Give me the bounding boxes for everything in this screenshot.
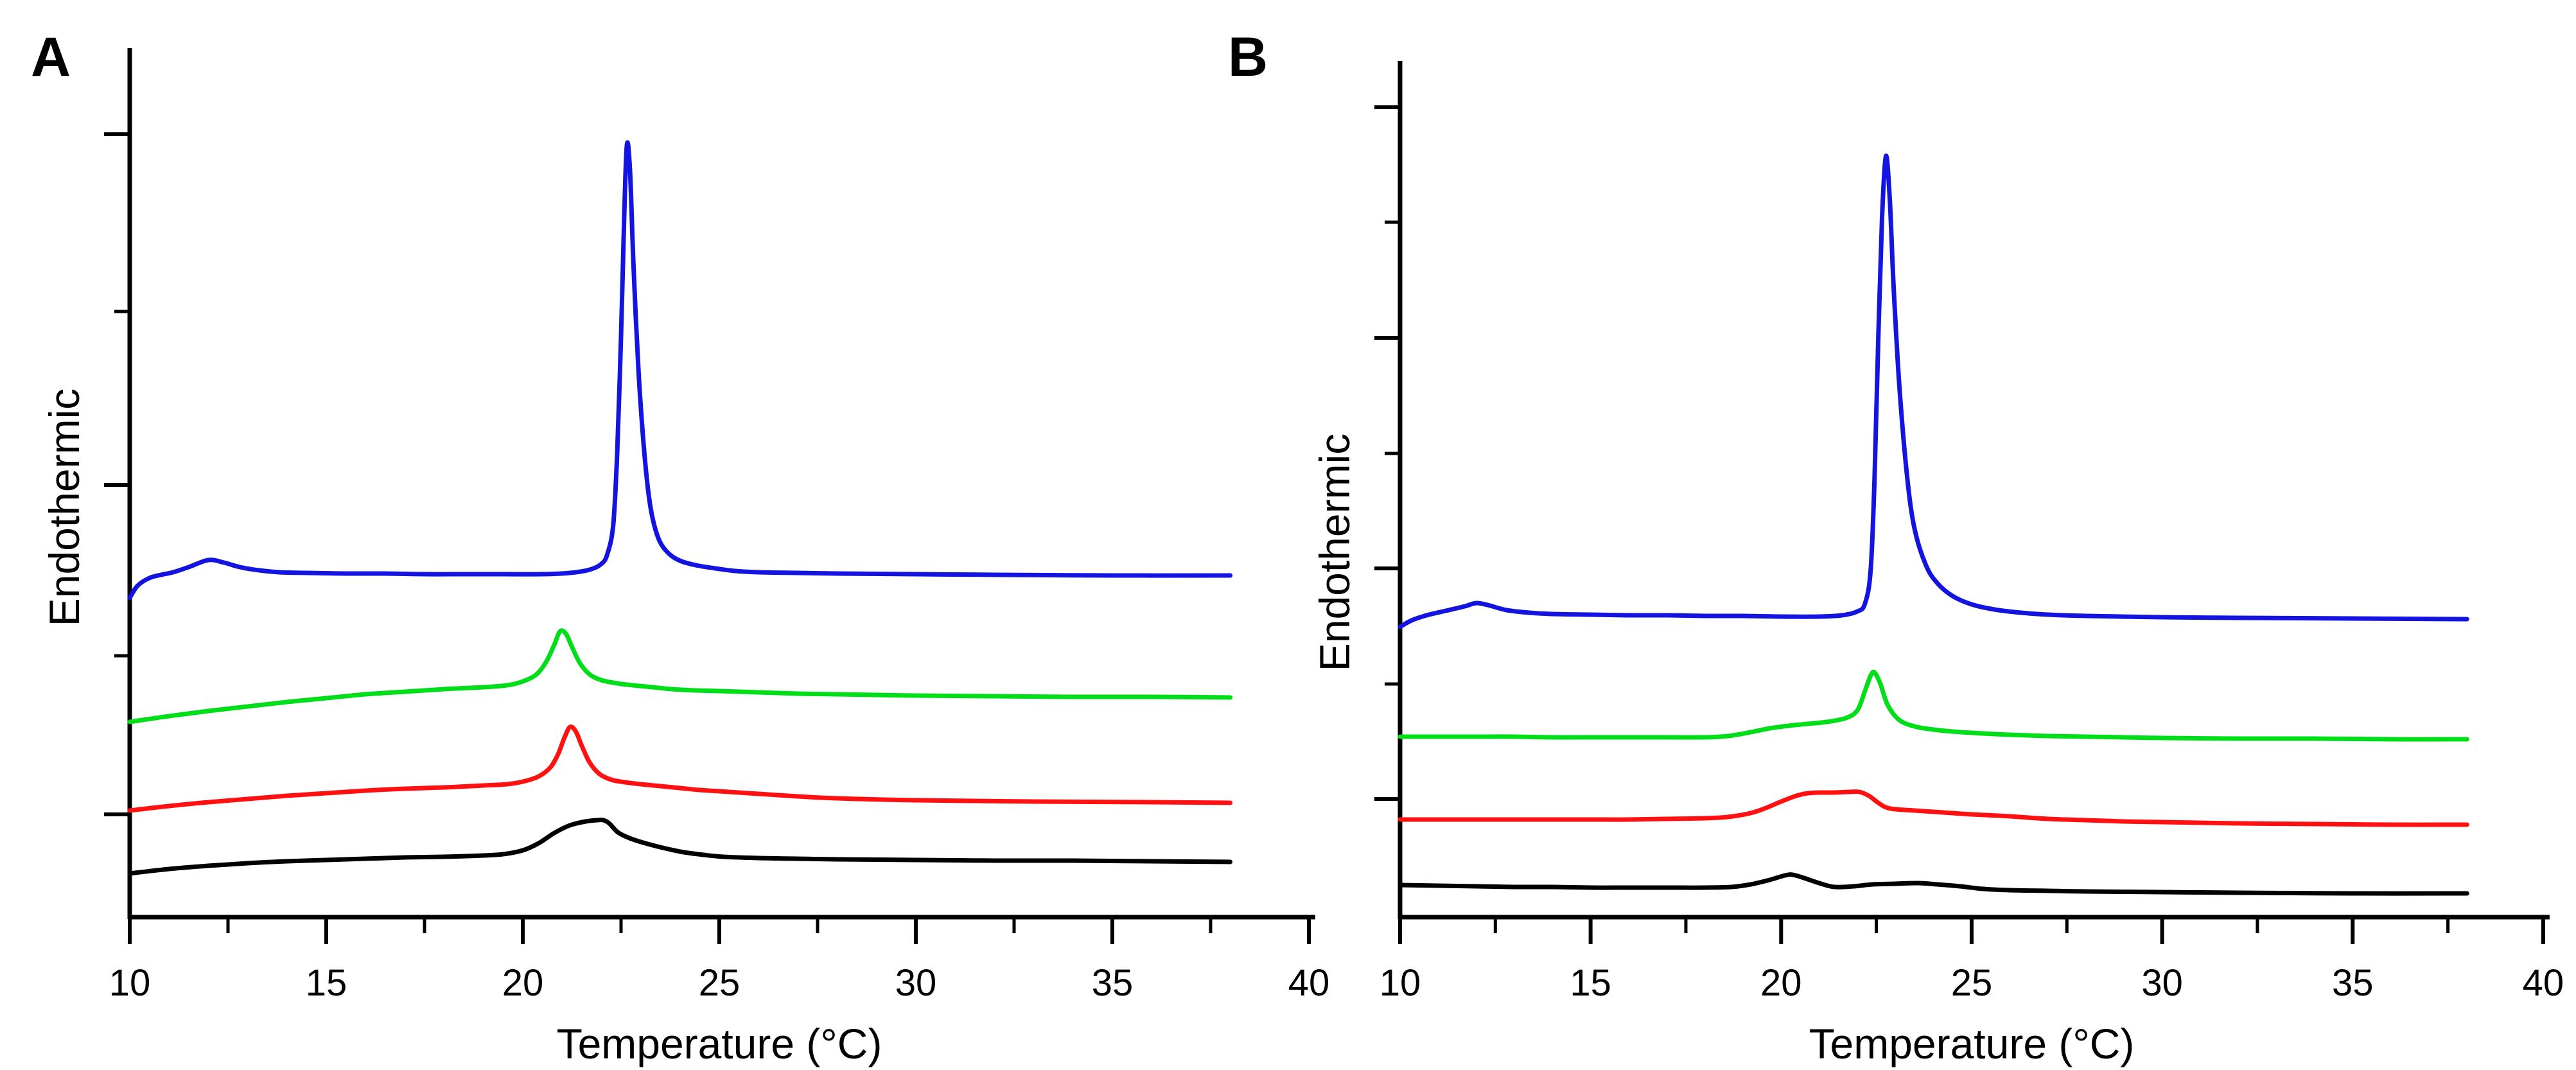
x-tick-label: 40 [1288,962,1330,1004]
x-axis-title: Temperature (°C) [1809,1020,2135,1067]
x-tick-label: 40 [2523,962,2564,1004]
curve-red [1398,789,2469,827]
x-tick-label: 35 [2332,962,2374,1004]
panel-label: B [1228,26,1268,88]
x-tick-label: 35 [1092,962,1134,1004]
x-tick-label: 10 [109,962,151,1004]
panel-a: A 10 15 20 25 30 35 40 Temperature (°C) Endotherm… [31,26,1329,1067]
x-tick-label: 30 [895,962,937,1004]
panel-label: A [31,26,71,88]
curve-black [1398,872,2469,896]
x-tick-label: 15 [306,962,347,1004]
curve-green [127,628,1233,724]
curve-blue [1398,153,2469,629]
x-tick-label: 30 [2141,962,2183,1004]
x-tick-label: 25 [699,962,740,1004]
panel-b: B 10 15 20 25 30 35 40 Temperature (°C) Endotherm… [1228,26,2564,1067]
x-tick-label: 20 [1760,962,1802,1004]
curve-green [1398,669,2469,742]
y-axis-title: Endothermic [1311,434,1358,672]
x-axis-title: Temperature (°C) [557,1020,882,1067]
x-tick-label: 25 [1951,962,1993,1004]
curve-black [127,818,1233,876]
y-axis-title: Endothermic [40,389,88,627]
x-tick-label: 20 [502,962,544,1004]
x-tick-label: 15 [1570,962,1611,1004]
x-tick-label: 10 [1380,962,1421,1004]
curve-red [127,724,1233,813]
curve-blue [127,140,1233,601]
